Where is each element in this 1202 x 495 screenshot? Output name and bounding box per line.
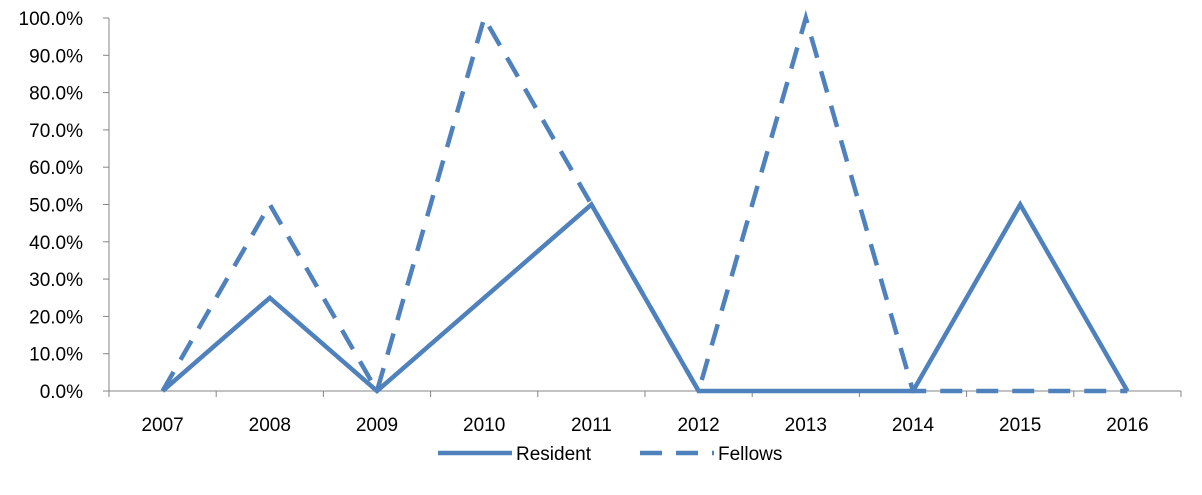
series-layer: [160, 9, 1130, 397]
x-tick-label: 2013: [785, 415, 827, 436]
y-tick-label: 50.0%: [29, 196, 83, 217]
legend: Resident Fellows: [438, 444, 782, 465]
y-tick-label: 0.0%: [40, 382, 83, 403]
y-tick-label: 90.0%: [29, 46, 83, 67]
y-tick-label: 100.0%: [19, 9, 84, 30]
legend-label: Resident: [516, 444, 592, 465]
y-axis: 0.0% 10.0% 20.0% 30.0% 40.0% 50.0% 60.0% 70.0% 8…: [19, 9, 110, 403]
series-line-resident: [161, 199, 1130, 394]
x-tick-label: 2007: [141, 415, 183, 436]
y-tick-label: 60.0%: [29, 158, 83, 179]
legend-label: Fellows: [718, 444, 782, 465]
legend-entry-resident: Resident: [438, 444, 592, 465]
x-tick-label: 2011: [571, 415, 612, 436]
y-tick-label: 20.0%: [29, 307, 83, 328]
x-tick-label: 2010: [463, 415, 505, 436]
x-tick-label: 2008: [249, 415, 291, 436]
x-tick-label: 2009: [356, 415, 398, 436]
series-line-fellows: [160, 9, 1128, 397]
y-tick-label: 10.0%: [29, 345, 83, 366]
x-tick-label: 2015: [999, 415, 1041, 436]
x-axis: 2007 2008 2009 2010 2011 2012 2013 2014 2015 2016: [108, 390, 1182, 436]
y-tick-label: 80.0%: [29, 84, 83, 105]
y-tick-label: 70.0%: [29, 121, 83, 142]
y-tick-label: 30.0%: [29, 270, 83, 291]
x-tick-label: 2016: [1106, 415, 1148, 436]
y-tick-label: 40.0%: [29, 233, 83, 254]
legend-entry-fellows: Fellows: [640, 444, 782, 465]
x-tick-label: 2014: [892, 415, 935, 436]
x-tick-label: 2012: [677, 415, 719, 436]
